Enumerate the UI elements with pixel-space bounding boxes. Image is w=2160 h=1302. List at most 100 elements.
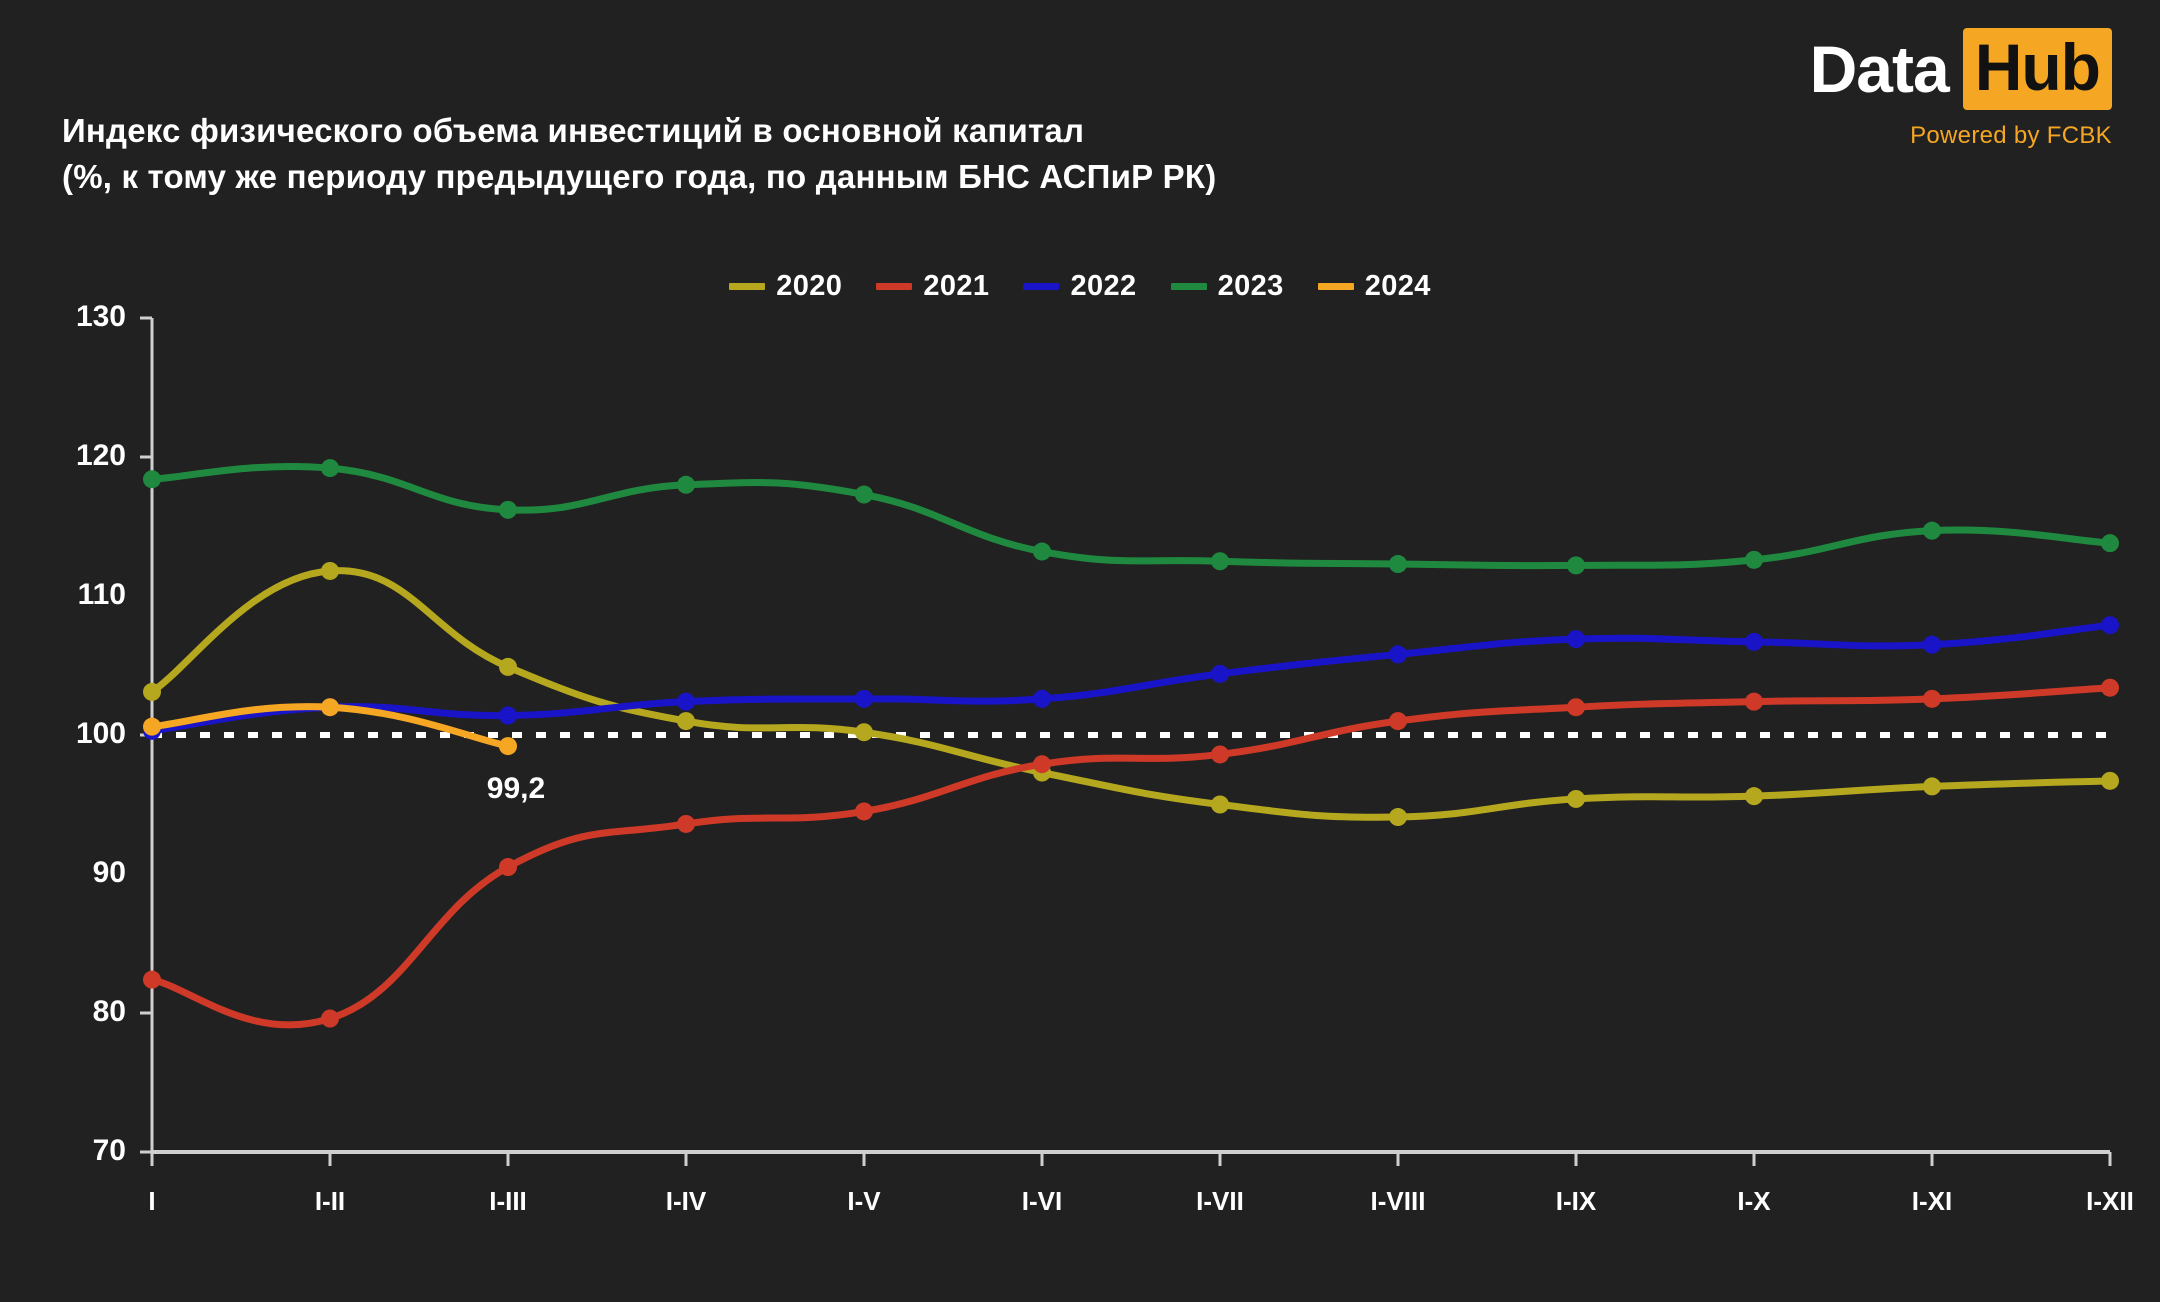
legend-swatch-icon [729, 283, 766, 290]
legend-swatch-icon [1170, 283, 1207, 290]
series-point-2023 [2101, 534, 2119, 553]
series-point-2023 [1923, 521, 1941, 540]
title-line-1: Индекс физического объема инвестиций в о… [62, 112, 1085, 149]
series-point-2022 [1567, 630, 1585, 649]
series-point-2020 [321, 561, 339, 580]
legend-swatch-icon [876, 283, 913, 290]
logo-wordmark: Data Hub [1810, 28, 2112, 110]
x-tick-label: I-XII [2086, 1186, 2134, 1216]
x-tick-label: I-VIII [1371, 1186, 1426, 1216]
series-2020 [143, 561, 2119, 827]
y-tick-label: 110 [78, 578, 126, 611]
x-tick-label: I-VII [1196, 1186, 1244, 1216]
x-tick-label: I [148, 1186, 155, 1216]
series-2024 [143, 698, 517, 756]
series-point-2023 [1211, 552, 1229, 571]
logo-tagline: Powered by FCBK [1910, 122, 2112, 149]
legend-item-2020[interactable]: 2020 [729, 270, 842, 303]
logo-hub-badge: Hub [1962, 28, 2112, 110]
legend-item-2024[interactable]: 2024 [1317, 270, 1431, 303]
series-point-2022 [499, 706, 517, 725]
series-point-2020 [1389, 808, 1407, 827]
series-point-2024 [499, 737, 517, 756]
series-point-2020 [143, 682, 161, 701]
series-point-2022 [855, 689, 873, 708]
series-point-2024 [321, 698, 339, 717]
series-line-2020 [148, 567, 2114, 821]
y-tick-label: 90 [93, 856, 126, 889]
series-point-2022 [1745, 632, 1763, 651]
y-tick-label: 100 [76, 717, 126, 750]
series-point-2021 [1211, 745, 1229, 764]
x-tick-label: I-IV [666, 1186, 707, 1216]
page-title: Индекс физического объема инвестиций в о… [62, 108, 1216, 199]
series-point-2023 [1745, 550, 1763, 569]
series-point-2020 [1745, 787, 1763, 806]
series-line-2023 [148, 462, 2114, 570]
series-point-2022 [2101, 616, 2119, 635]
legend-label: 2021 [923, 270, 990, 302]
y-tick-label: 130 [76, 300, 126, 333]
series-point-2021 [321, 1009, 339, 1028]
series-point-2022 [1923, 635, 1941, 654]
series-point-2020 [855, 723, 873, 742]
series-2023 [143, 459, 2119, 575]
brand-logo: Data Hub Powered by FCBK [1810, 28, 2112, 150]
chart-legend: 2020 2021 2022 2023 2024 [0, 270, 2160, 303]
legend-swatch-icon [1317, 283, 1354, 290]
legend-label: 2022 [1070, 270, 1137, 302]
series-point-2022 [1033, 689, 1051, 708]
series-point-2023 [499, 500, 517, 519]
y-tick-label: 70 [93, 1134, 126, 1167]
x-tick-label: I-III [489, 1186, 527, 1216]
x-tick-label: I-IX [1556, 1186, 1597, 1216]
series-point-2021 [677, 814, 695, 833]
series-point-2021 [1745, 692, 1763, 711]
series-line-2022 [148, 621, 2114, 735]
y-tick-label: 80 [93, 995, 126, 1028]
series-point-2024 [143, 717, 161, 736]
legend-item-2023[interactable]: 2023 [1170, 270, 1284, 303]
series-point-2020 [1567, 789, 1585, 808]
series-point-2021 [143, 970, 161, 989]
series-point-2023 [677, 475, 695, 494]
title-line-2: (%, к тому же периоду предыдущего года, … [62, 157, 1217, 195]
series-2021 [143, 678, 2119, 1029]
series-point-2021 [2101, 678, 2119, 697]
series-2022 [143, 616, 2119, 740]
series-point-2021 [855, 802, 873, 821]
series-point-2020 [2101, 771, 2119, 790]
legend-label: 2023 [1217, 270, 1284, 302]
series-point-2023 [143, 470, 161, 489]
x-tick-label: I-V [847, 1186, 881, 1216]
series-point-2022 [677, 692, 695, 711]
series-point-2021 [1389, 712, 1407, 731]
legend-item-2022[interactable]: 2022 [1023, 270, 1136, 303]
legend-item-2021[interactable]: 2021 [876, 270, 989, 303]
x-tick-label: I-II [315, 1186, 345, 1216]
x-tick-label: I-X [1737, 1186, 1771, 1216]
series-point-2023 [1567, 556, 1585, 575]
series-point-2020 [1923, 777, 1941, 796]
series-point-2022 [1389, 645, 1407, 664]
series-point-2021 [499, 858, 517, 877]
series-point-2020 [499, 657, 517, 676]
series-point-2021 [1033, 755, 1051, 774]
series-point-2023 [855, 485, 873, 504]
series-point-2020 [677, 712, 695, 731]
series-point-2020 [1211, 795, 1229, 814]
series-point-2023 [1033, 542, 1051, 561]
series-point-2023 [321, 459, 339, 478]
x-tick-label: I-VI [1022, 1186, 1062, 1216]
y-tick-label: 120 [76, 439, 126, 472]
series-line-2021 [148, 684, 2114, 1029]
legend-swatch-icon [1023, 283, 1060, 290]
x-tick-label: I-XI [1912, 1186, 1952, 1216]
data-label-99,2: 99,2 [487, 772, 545, 805]
series-point-2022 [1211, 664, 1229, 683]
legend-label: 2020 [776, 270, 843, 302]
series-point-2021 [1923, 689, 1941, 708]
